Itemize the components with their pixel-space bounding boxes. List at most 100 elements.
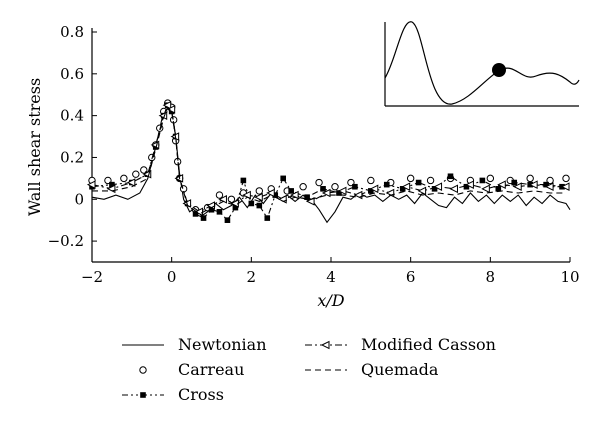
data-point-carreau xyxy=(299,183,307,191)
data-point-carreau xyxy=(315,178,323,187)
data-point-modified-casson xyxy=(417,186,427,196)
data-point-modified-casson xyxy=(401,182,411,192)
axes-frame: −2 0 2 4 6 8 10 −0.2 0 0.2 0.4 0.6 0.8 xyxy=(48,23,580,286)
data-point-cross xyxy=(336,190,342,196)
legend-item-carreau: Carreau xyxy=(139,360,244,379)
data-point-cross xyxy=(463,183,470,190)
data-point-cross xyxy=(224,217,231,223)
series-layer xyxy=(86,99,571,224)
y-tick-label: 0 xyxy=(74,190,84,208)
data-point-carreau xyxy=(406,174,415,183)
legend-label-modified-casson: Modified Casson xyxy=(361,335,496,354)
data-point-modified-casson xyxy=(529,180,538,189)
data-point-carreau xyxy=(486,174,495,183)
data-point-carreau xyxy=(132,170,140,178)
series-newtonian xyxy=(91,106,571,224)
data-point-carreau xyxy=(562,174,570,183)
data-point-cross xyxy=(479,177,486,184)
data-point-cross xyxy=(511,179,518,186)
inset-point-marker xyxy=(492,63,506,77)
inset-curve xyxy=(384,21,580,105)
x-tick-label: 8 xyxy=(486,268,496,286)
data-point-cross xyxy=(232,204,239,211)
data-point-modified-casson xyxy=(449,184,458,194)
y-tick-label: −0.2 xyxy=(48,232,84,250)
y-tick-label: 0.4 xyxy=(60,107,84,125)
data-point-cross xyxy=(109,181,115,188)
data-point-carreau xyxy=(426,176,435,185)
legend-item-modified-casson: Modified Casson xyxy=(305,335,496,354)
data-point-cross xyxy=(415,179,422,186)
data-point-cross xyxy=(280,175,286,182)
series-cross xyxy=(89,102,565,223)
data-point-cross xyxy=(543,181,549,188)
legend-item-quemada: Quemada xyxy=(305,360,439,379)
data-point-modified-casson xyxy=(513,182,522,192)
data-point-modified-casson xyxy=(242,190,251,200)
data-point-modified-casson xyxy=(481,184,490,194)
legend-marker-modified-casson xyxy=(320,340,330,350)
data-point-modified-casson xyxy=(126,178,136,187)
data-point-modified-casson xyxy=(266,188,275,198)
legend-marker-cross xyxy=(140,392,146,398)
data-point-modified-casson xyxy=(544,182,554,192)
series-modified-casson xyxy=(86,100,570,217)
data-point-carreau xyxy=(367,176,375,185)
series-line-quemada xyxy=(92,106,566,215)
data-point-carreau xyxy=(120,174,128,183)
legend-marker-carreau xyxy=(139,366,147,374)
y-axis-label: Wall shear stress xyxy=(25,78,44,216)
data-point-modified-casson xyxy=(433,182,443,192)
data-point-cross xyxy=(447,173,454,180)
data-point-modified-casson xyxy=(86,180,96,189)
x-axis-label: x/D xyxy=(317,291,344,310)
data-point-cross xyxy=(368,188,374,194)
legend-label-cross: Cross xyxy=(178,385,224,404)
data-point-carreau xyxy=(255,187,263,195)
data-point-cross xyxy=(352,183,358,190)
y-tick-label: 0.6 xyxy=(60,65,84,83)
data-point-modified-casson xyxy=(337,186,347,196)
data-point-carreau xyxy=(526,174,534,183)
series-quemada xyxy=(92,106,566,215)
data-point-modified-casson xyxy=(166,105,176,114)
data-point-modified-casson xyxy=(465,180,474,189)
legend-item-cross: Cross xyxy=(122,385,224,404)
data-point-modified-casson xyxy=(162,100,172,110)
data-point-modified-casson xyxy=(254,192,263,202)
data-point-cross xyxy=(256,202,263,209)
y-tick-label: 0.8 xyxy=(60,23,84,41)
data-point-cross xyxy=(192,211,199,217)
data-point-modified-casson xyxy=(497,180,506,189)
x-tick-label: 10 xyxy=(560,268,579,286)
legend-label-newtonian: Newtonian xyxy=(178,335,267,354)
data-point-cross xyxy=(320,186,326,192)
x-tick-label: −2 xyxy=(81,268,103,286)
geometry-inset xyxy=(384,21,580,107)
data-point-modified-casson xyxy=(560,182,570,192)
data-point-cross xyxy=(383,181,390,188)
legend-label-carreau: Carreau xyxy=(178,360,244,379)
data-point-cross xyxy=(431,186,438,192)
legend: Newtonian Carreau Cross Modified Casson Quem… xyxy=(122,335,496,404)
data-point-modified-casson xyxy=(369,184,379,194)
data-point-cross xyxy=(288,188,294,194)
data-point-cross xyxy=(216,209,223,215)
y-tick-label: 0.2 xyxy=(60,148,84,166)
data-point-modified-casson xyxy=(353,190,363,200)
data-point-carreau xyxy=(227,195,236,203)
x-tick-label: 2 xyxy=(247,268,257,286)
data-point-cross xyxy=(200,215,207,221)
legend-item-newtonian: Newtonian xyxy=(122,335,267,354)
x-tick-label: 4 xyxy=(326,268,336,286)
data-point-cross xyxy=(304,194,310,200)
x-tick-label: 6 xyxy=(406,268,416,286)
x-tick-label: 0 xyxy=(167,268,177,286)
series-line-newtonian xyxy=(91,106,571,224)
data-point-cross xyxy=(208,206,215,213)
legend-label-quemada: Quemada xyxy=(361,360,439,379)
data-point-cross xyxy=(248,200,255,207)
data-point-carreau xyxy=(215,191,224,199)
data-point-carreau xyxy=(331,183,339,191)
